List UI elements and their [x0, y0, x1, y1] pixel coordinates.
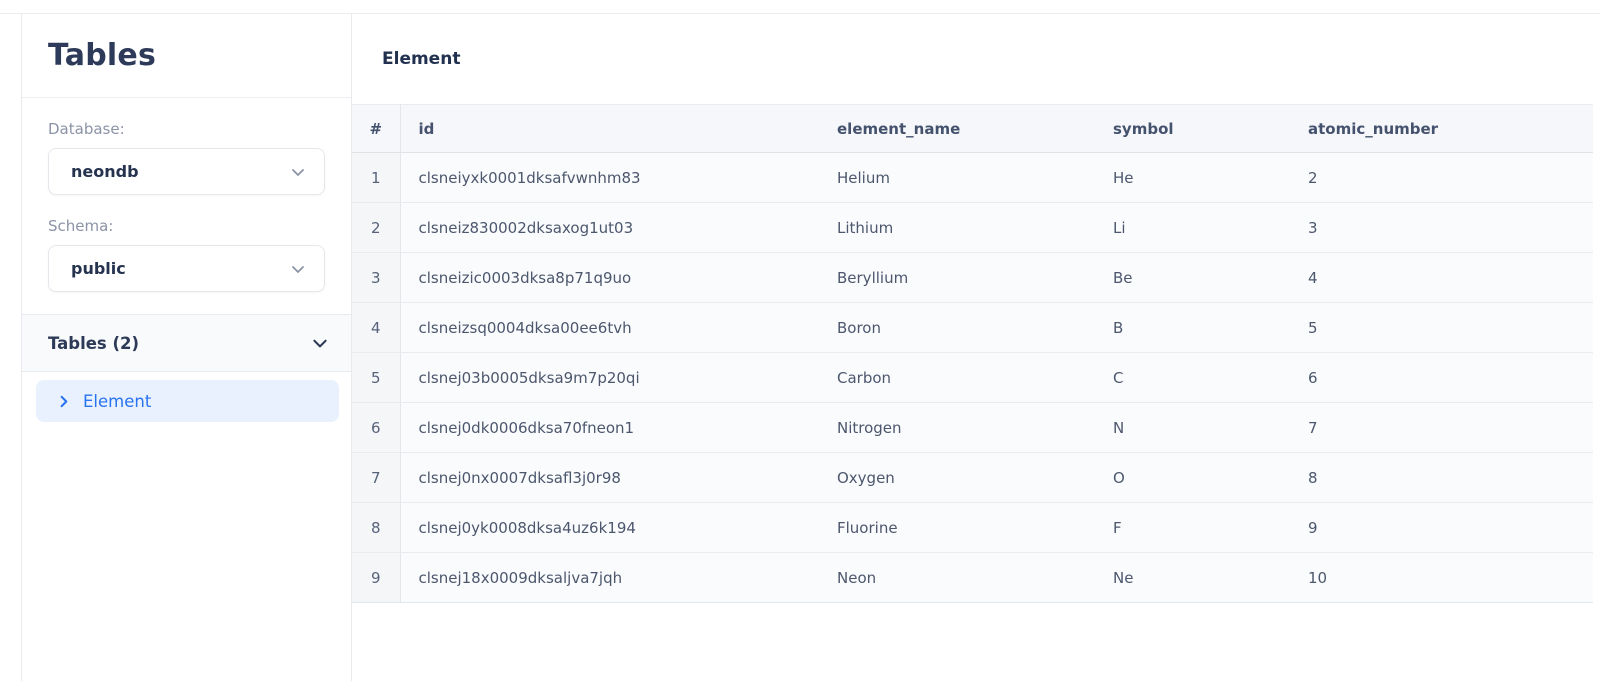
column-header-id: id — [400, 104, 819, 153]
cell-symbol: C — [1095, 352, 1290, 403]
cell-num: 1 — [352, 152, 401, 203]
table-row: 8 clsnej0yk0008dksa4uz6k194 Fluorine F 9 — [352, 502, 1593, 553]
tables-section-toggle[interactable]: Tables (2) — [22, 314, 351, 372]
schema-select-value: public — [71, 259, 126, 278]
column-header-atomic_number: atomic_number — [1290, 104, 1593, 153]
table-row: 6 clsnej0dk0006dksa70fneon1 Nitrogen N 7 — [352, 402, 1593, 453]
body-wrap: Tables Database: neondb Schema: public — [0, 14, 1600, 681]
data-grid: # id element_name symbol atomic_number 1 clsn… — [352, 104, 1593, 603]
cell-element_name: Helium — [819, 152, 1095, 203]
table-header-row: # id element_name symbol atomic_number — [352, 104, 1593, 153]
cell-atomic_number: 10 — [1290, 552, 1593, 603]
cell-symbol: He — [1095, 152, 1290, 203]
cell-id: clsnej18x0009dksaljva7jqh — [400, 552, 819, 603]
cell-id: clsneiyxk0001dksafvwnhm83 — [400, 152, 819, 203]
cell-symbol: F — [1095, 502, 1290, 553]
database-select-value: neondb — [71, 162, 139, 181]
cell-atomic_number: 9 — [1290, 502, 1593, 553]
cell-atomic_number: 6 — [1290, 352, 1593, 403]
cell-symbol: Li — [1095, 202, 1290, 253]
cell-atomic_number: 2 — [1290, 152, 1593, 203]
cell-element_name: Beryllium — [819, 252, 1095, 303]
schema-select[interactable]: public — [48, 245, 325, 292]
column-header-element_name: element_name — [819, 104, 1095, 153]
cell-element_name: Carbon — [819, 352, 1095, 403]
table-title: Element — [382, 49, 461, 69]
sidebar-header: Tables — [22, 14, 351, 98]
cell-id: clsnej0nx0007dksafl3j0r98 — [400, 452, 819, 503]
cell-atomic_number: 3 — [1290, 202, 1593, 253]
table-row: 7 clsnej0nx0007dksafl3j0r98 Oxygen O 8 — [352, 452, 1593, 503]
table-row: 3 clsneizic0003dksa8p71q9uo Beryllium Be 4 — [352, 252, 1593, 303]
table-row: 2 clsneiz830002dksaxog1ut03 Lithium Li 3 — [352, 202, 1593, 253]
top-strip — [0, 0, 1600, 14]
chevron-down-icon — [311, 334, 329, 352]
database-label: Database: — [48, 120, 125, 138]
cell-num: 3 — [352, 252, 401, 303]
cell-element_name: Nitrogen — [819, 402, 1095, 453]
table-row: 9 clsnej18x0009dksaljva7jqh Neon Ne 10 — [352, 552, 1593, 603]
cell-atomic_number: 5 — [1290, 302, 1593, 353]
cell-num: 7 — [352, 452, 401, 503]
cell-atomic_number: 4 — [1290, 252, 1593, 303]
cell-symbol: Be — [1095, 252, 1290, 303]
tables-section-label: Tables (2) — [48, 333, 140, 353]
cell-id: clsneizic0003dksa8p71q9uo — [400, 252, 819, 303]
cell-id: clsnej03b0005dksa9m7p20qi — [400, 352, 819, 403]
page-title: Tables — [48, 38, 157, 73]
cell-id: clsneizsq0004dksa00ee6tvh — [400, 302, 819, 353]
chevron-down-icon — [290, 164, 306, 180]
cell-symbol: N — [1095, 402, 1290, 453]
database-select[interactable]: neondb — [48, 148, 325, 195]
cell-id: clsnej0dk0006dksa70fneon1 — [400, 402, 819, 453]
cell-atomic_number: 8 — [1290, 452, 1593, 503]
cell-element_name: Boron — [819, 302, 1095, 353]
cell-element_name: Fluorine — [819, 502, 1095, 553]
cell-element_name: Lithium — [819, 202, 1095, 253]
cell-symbol: O — [1095, 452, 1290, 503]
main-content: Element # id element_name symbol atomic_numb… — [352, 14, 1600, 681]
cell-symbol: Ne — [1095, 552, 1290, 603]
content-header: Element — [352, 14, 1600, 104]
cell-id: clsneiz830002dksaxog1ut03 — [400, 202, 819, 253]
cell-id: clsnej0yk0008dksa4uz6k194 — [400, 502, 819, 553]
cell-num: 6 — [352, 402, 401, 453]
cell-element_name: Oxygen — [819, 452, 1095, 503]
cell-atomic_number: 7 — [1290, 402, 1593, 453]
table-row: 1 clsneiyxk0001dksafvwnhm83 Helium He 2 — [352, 152, 1593, 203]
column-header-num: # — [352, 104, 401, 153]
table-row: 5 clsnej03b0005dksa9m7p20qi Carbon C 6 — [352, 352, 1593, 403]
cell-symbol: B — [1095, 302, 1290, 353]
column-header-symbol: symbol — [1095, 104, 1290, 153]
cell-num: 4 — [352, 302, 401, 353]
cell-num: 9 — [352, 552, 401, 603]
sidebar: Tables Database: neondb Schema: public — [22, 14, 352, 681]
left-gutter — [0, 14, 22, 681]
cell-element_name: Neon — [819, 552, 1095, 603]
schema-label: Schema: — [48, 217, 114, 235]
sidebar-controls: Database: neondb Schema: public — [22, 98, 351, 292]
sidebar-item-element[interactable]: Element — [36, 380, 339, 422]
chevron-right-icon — [56, 394, 71, 409]
sidebar-item-element-label: Element — [83, 391, 152, 411]
cell-num: 2 — [352, 202, 401, 253]
cell-num: 5 — [352, 352, 401, 403]
table-row: 4 clsneizsq0004dksa00ee6tvh Boron B 5 — [352, 302, 1593, 353]
table-body: 1 clsneiyxk0001dksafvwnhm83 Helium He 2 2 clsn… — [352, 152, 1593, 603]
cell-num: 8 — [352, 502, 401, 553]
chevron-down-icon — [290, 261, 306, 277]
